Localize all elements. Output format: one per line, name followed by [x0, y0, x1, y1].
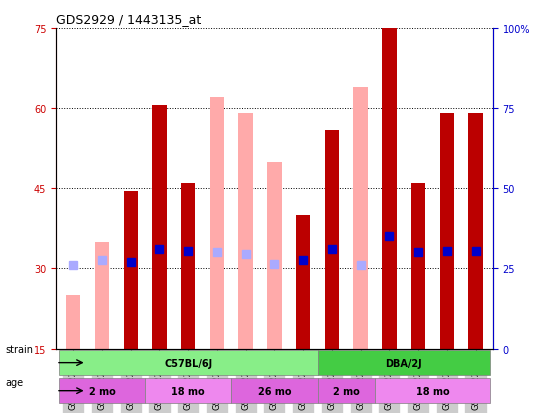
Bar	[95, 242, 109, 349]
Text: GDS2929 / 1443135_at: GDS2929 / 1443135_at	[56, 13, 201, 26]
Text: age: age	[6, 377, 24, 387]
FancyBboxPatch shape	[145, 378, 231, 404]
Bar	[181, 183, 195, 349]
Bar	[296, 216, 310, 349]
Text: 2 mo: 2 mo	[333, 386, 360, 396]
FancyBboxPatch shape	[318, 350, 490, 375]
Bar	[152, 106, 167, 349]
Bar	[210, 98, 224, 349]
Text: DBA/2J: DBA/2J	[385, 358, 422, 368]
FancyBboxPatch shape	[231, 378, 318, 404]
Text: 18 mo: 18 mo	[416, 386, 449, 396]
Text: 2 mo: 2 mo	[88, 386, 115, 396]
Bar	[267, 162, 282, 349]
Text: C57BL/6J: C57BL/6J	[164, 358, 212, 368]
Bar	[468, 114, 483, 349]
Bar	[124, 192, 138, 349]
Text: strain: strain	[6, 344, 34, 354]
Bar	[66, 295, 81, 349]
Bar	[411, 183, 425, 349]
FancyBboxPatch shape	[59, 350, 318, 375]
FancyBboxPatch shape	[318, 378, 375, 404]
Bar	[382, 29, 396, 349]
Text: 18 mo: 18 mo	[171, 386, 205, 396]
Bar	[239, 114, 253, 349]
Bar	[325, 130, 339, 349]
Text: 26 mo: 26 mo	[258, 386, 291, 396]
Bar	[440, 114, 454, 349]
Bar	[353, 88, 368, 349]
FancyBboxPatch shape	[375, 378, 490, 404]
FancyBboxPatch shape	[59, 378, 145, 404]
